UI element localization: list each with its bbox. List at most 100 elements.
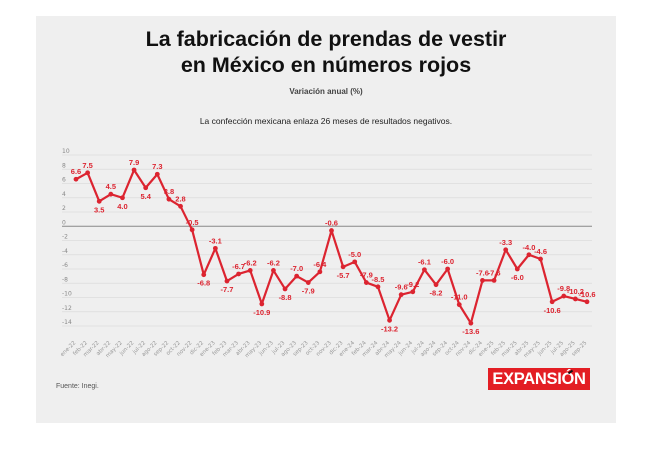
- data-point: [96, 198, 102, 204]
- data-point: [178, 203, 183, 209]
- source-note: Fuente: Inegi.: [56, 383, 99, 390]
- y-tick-label: 10: [62, 148, 70, 155]
- chart-title-line1: La fabricación de prendas de vestir: [145, 27, 507, 51]
- y-tick-label: 4: [62, 191, 66, 198]
- data-point: [561, 293, 567, 299]
- data-label: -6.4: [313, 260, 327, 269]
- data-point: [317, 269, 323, 275]
- data-label: -0.6: [325, 219, 338, 228]
- data-point: [143, 185, 149, 191]
- data-label: 7.3: [152, 162, 162, 171]
- data-point: [282, 286, 288, 292]
- data-point: [166, 196, 172, 202]
- data-point: [456, 302, 462, 308]
- data-label: -7.9: [302, 287, 315, 296]
- y-tick-label: 8: [62, 162, 66, 169]
- data-label: -8.8: [279, 293, 292, 302]
- data-label: -9.6: [395, 283, 408, 292]
- data-point: [375, 284, 381, 290]
- data-point: [422, 267, 427, 273]
- data-label: -6.2: [267, 258, 280, 267]
- data-label: 4.5: [106, 182, 116, 191]
- data-point: [514, 266, 520, 272]
- data-label: 7.9: [129, 158, 139, 167]
- data-label: -5.0: [348, 250, 361, 259]
- data-label: -4.6: [534, 247, 547, 256]
- data-label: -0.5: [186, 218, 199, 227]
- data-label: -8.2: [430, 289, 443, 298]
- data-point: [108, 191, 114, 197]
- data-label: -7.7: [221, 285, 234, 294]
- data-point: [294, 273, 300, 279]
- data-point: [526, 252, 532, 258]
- data-point: [549, 299, 555, 305]
- data-point: [340, 264, 346, 270]
- chart-panel: La fabricación de prendas de vestir en M…: [36, 16, 616, 423]
- y-tick-label: 6: [62, 177, 66, 184]
- data-label: 6.6: [71, 167, 81, 176]
- data-point: [480, 278, 485, 283]
- data-label: 3.5: [94, 205, 104, 214]
- data-point: [572, 296, 578, 302]
- data-point: [201, 272, 207, 278]
- chart-title: La fabricación de prendas de vestir en M…: [36, 26, 616, 78]
- data-point: [271, 268, 276, 273]
- data-label: -11.0: [451, 293, 468, 302]
- data-point: [131, 167, 137, 173]
- data-label: -7.0: [290, 264, 303, 273]
- y-tick-label: -8: [62, 276, 68, 283]
- data-point: [491, 278, 497, 283]
- data-label: 5.4: [140, 192, 151, 201]
- data-point: [398, 292, 404, 298]
- data-label: -3.1: [209, 236, 222, 245]
- expansion-logo: EXPANSIÓN: [488, 368, 590, 390]
- data-label: 7.5: [82, 161, 92, 170]
- data-label: -6.1: [418, 258, 431, 267]
- data-point: [363, 280, 369, 285]
- y-tick-label: -4: [62, 248, 68, 255]
- data-point: [154, 171, 160, 177]
- y-tick-label: 0: [62, 219, 66, 226]
- y-tick-label: -14: [62, 319, 72, 326]
- data-point: [236, 271, 241, 277]
- data-label: -6.8: [197, 279, 210, 288]
- data-point: [433, 282, 439, 288]
- chart-subtitle: Variación anual (%): [289, 87, 363, 96]
- data-point: [468, 320, 474, 326]
- data-label: -8.5: [371, 275, 384, 284]
- data-label: -3.3: [499, 238, 512, 247]
- data-label: -7.6: [476, 268, 489, 277]
- y-tick-label: -12: [62, 305, 72, 312]
- data-label: -9.8: [557, 284, 570, 293]
- data-label: -10.6: [578, 290, 595, 299]
- data-label: -7.9: [360, 271, 373, 280]
- data-point: [212, 245, 218, 251]
- data-label: -6.0: [441, 257, 454, 266]
- data-point: [503, 247, 509, 253]
- data-label: -6.2: [244, 258, 257, 267]
- data-point: [85, 170, 91, 176]
- data-label: -4.0: [522, 243, 535, 252]
- data-point: [329, 228, 334, 233]
- data-label: -6.7: [232, 262, 245, 271]
- data-point: [410, 289, 416, 295]
- data-label: -6.0: [511, 273, 524, 282]
- data-point: [189, 227, 195, 233]
- data-point: [387, 317, 392, 323]
- data-point: [259, 301, 265, 307]
- y-tick-label: -10: [62, 291, 72, 298]
- data-point: [305, 280, 311, 285]
- data-label: -13.2: [381, 324, 398, 333]
- data-label: -5.7: [337, 271, 350, 280]
- data-label: -10.6: [544, 306, 561, 315]
- data-label: -10.9: [253, 308, 270, 317]
- data-label: -9.2: [406, 280, 419, 289]
- y-tick-label: 2: [62, 205, 66, 212]
- chart-description: La confección mexicana enlaza 26 meses d…: [199, 116, 453, 126]
- data-point: [538, 256, 543, 262]
- data-point: [73, 176, 79, 182]
- data-point: [352, 259, 358, 265]
- chart-title-line2: en México en números rojos: [180, 53, 472, 77]
- data-label: 3.8: [164, 187, 174, 196]
